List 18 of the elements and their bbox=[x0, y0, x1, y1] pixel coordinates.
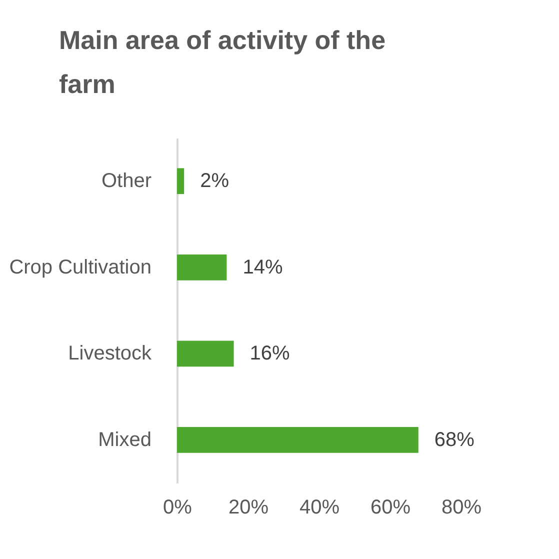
bar bbox=[177, 254, 227, 280]
x-tick-label: 40% bbox=[299, 496, 340, 518]
chart-title: Main area of activity of the farm bbox=[59, 25, 386, 99]
x-tick-label: 20% bbox=[228, 496, 269, 518]
x-tick-label: 60% bbox=[370, 496, 411, 518]
bar bbox=[177, 426, 418, 453]
data-label: 16% bbox=[250, 342, 290, 365]
x-tick-label: 80% bbox=[441, 496, 482, 518]
bar bbox=[177, 168, 184, 194]
y-tick-label: Livestock bbox=[68, 342, 152, 365]
data-label: 14% bbox=[242, 256, 283, 278]
y-tick-label: Other bbox=[101, 170, 152, 192]
data-label: 2% bbox=[200, 170, 230, 192]
y-tick-label: Crop Cultivation bbox=[9, 256, 152, 278]
bar bbox=[177, 340, 234, 367]
x-tick-label: 0% bbox=[163, 496, 192, 518]
y-tick-label: Mixed bbox=[98, 428, 152, 451]
data-label: 68% bbox=[434, 428, 475, 451]
